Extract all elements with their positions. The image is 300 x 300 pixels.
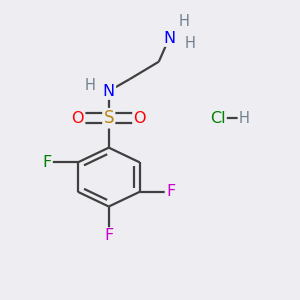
Text: H: H — [184, 36, 195, 51]
Text: F: F — [166, 184, 175, 199]
Text: N: N — [163, 31, 175, 46]
Text: Cl: Cl — [210, 111, 226, 126]
Text: H: H — [84, 78, 95, 93]
Text: O: O — [134, 111, 146, 126]
Text: S: S — [103, 109, 114, 127]
Text: H: H — [239, 111, 250, 126]
Text: N: N — [103, 84, 115, 99]
Text: H: H — [178, 14, 189, 29]
Text: O: O — [72, 111, 84, 126]
Text: F: F — [104, 229, 113, 244]
Text: F: F — [42, 155, 52, 170]
